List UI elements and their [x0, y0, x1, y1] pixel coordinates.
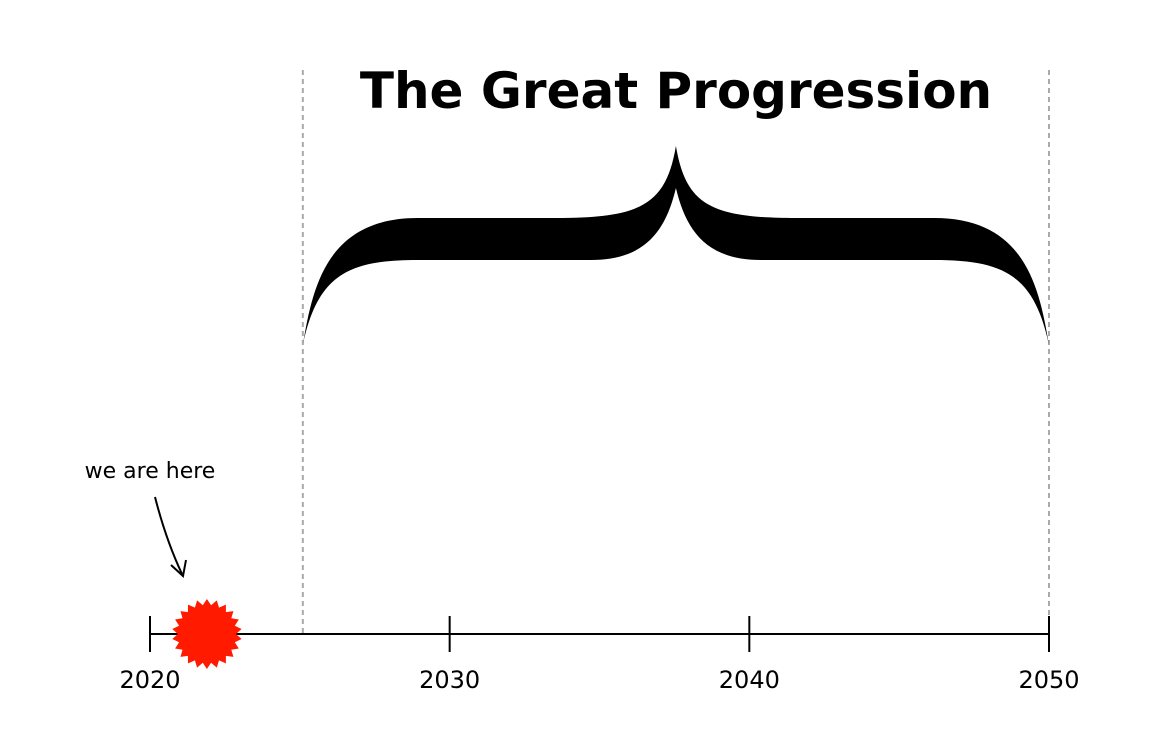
arrow-icon	[154, 496, 187, 578]
tick-label: 2020	[119, 666, 180, 694]
tick-label: 2040	[719, 666, 780, 694]
tick-label: 2030	[419, 666, 480, 694]
starburst-icon	[172, 599, 242, 669]
curly-brace-icon	[302, 146, 1050, 345]
tick-label: 2050	[1018, 666, 1079, 694]
timeline-ticks: 2020 2030 2040 2050	[119, 616, 1080, 694]
we-are-here-label: we are here	[85, 459, 216, 484]
diagram-title: The Great Progression	[360, 62, 992, 120]
